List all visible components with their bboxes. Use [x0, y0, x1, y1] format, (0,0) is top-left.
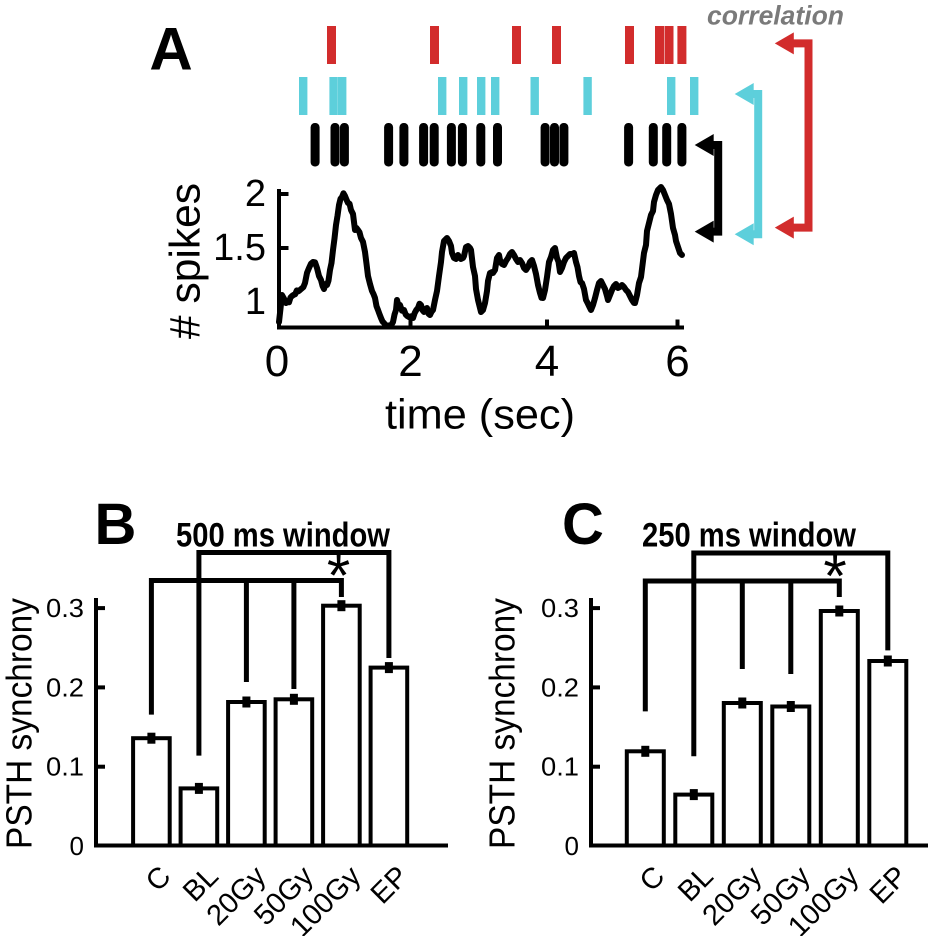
svg-text:500 ms window: 500 ms window — [176, 517, 390, 555]
svg-text:0: 0 — [265, 337, 289, 386]
svg-text:2: 2 — [245, 173, 266, 215]
svg-text:4: 4 — [535, 337, 559, 386]
svg-text:250 ms window: 250 ms window — [642, 517, 856, 555]
svg-text:0: 0 — [565, 831, 579, 861]
svg-text:time (sec): time (sec) — [385, 391, 575, 438]
svg-text:6: 6 — [665, 337, 689, 386]
svg-text:0: 0 — [70, 831, 84, 861]
svg-text:A: A — [149, 16, 192, 83]
svg-text:1.5: 1.5 — [213, 227, 266, 269]
svg-text:0.3: 0.3 — [541, 593, 579, 623]
svg-text:B: B — [95, 492, 137, 557]
svg-text:0.3: 0.3 — [46, 593, 84, 623]
svg-text:*: * — [823, 543, 846, 610]
svg-text:*: * — [327, 542, 350, 609]
svg-text:2: 2 — [398, 337, 422, 386]
svg-text:PSTH synchrony: PSTH synchrony — [482, 598, 523, 849]
svg-text:0.2: 0.2 — [541, 672, 579, 702]
svg-text:# spikes: # spikes — [162, 183, 210, 339]
svg-text:1: 1 — [245, 281, 266, 323]
svg-text:C: C — [562, 492, 604, 557]
svg-text:PSTH synchrony: PSTH synchrony — [0, 598, 40, 849]
svg-text:0.1: 0.1 — [541, 752, 579, 782]
svg-text:correlation: correlation — [707, 1, 844, 31]
svg-text:0.2: 0.2 — [46, 672, 84, 702]
svg-text:0.1: 0.1 — [46, 752, 84, 782]
